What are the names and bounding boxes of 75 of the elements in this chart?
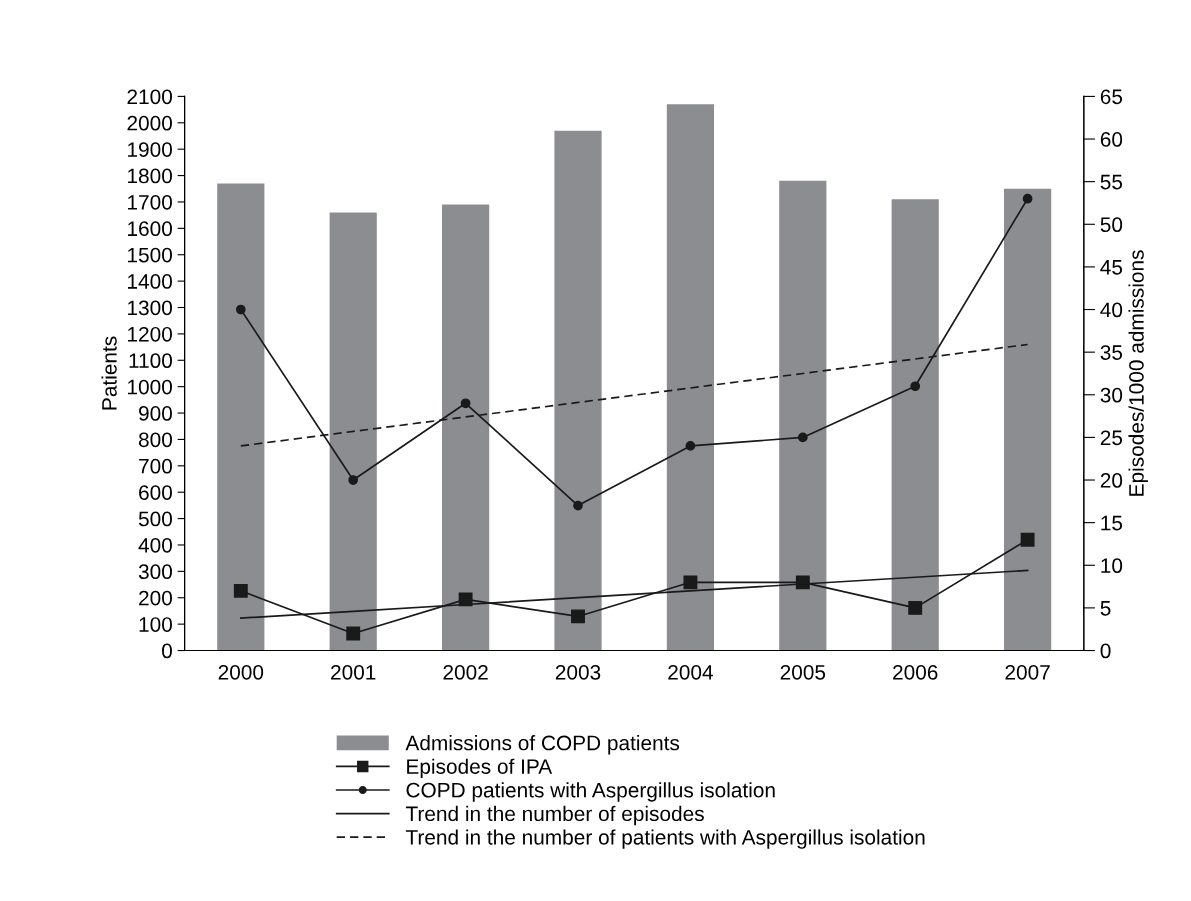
x-tick-label: 2000 [218, 664, 264, 680]
point [571, 609, 585, 624]
y-tick-label: 1100 [129, 353, 172, 369]
legend-label: Episodes of IPA [407, 758, 553, 779]
point [346, 626, 361, 641]
y-tick-label: 200 [139, 590, 172, 606]
y2-tick-label: 65 [1100, 89, 1123, 105]
y-tick-label: 800 [138, 432, 172, 448]
bar [1004, 188, 1052, 651]
y2-tick-label: 30 [1100, 387, 1123, 403]
legend-label: Trend in the number of episodes [405, 805, 704, 826]
y-tick-label: 900 [139, 406, 172, 421]
x-tick-label: 2003 [555, 664, 601, 680]
y2-tick-label: 50 [1100, 217, 1123, 233]
legend-label: COPD patients with Aspergillus isolation [406, 782, 775, 802]
y-tick-label: 1200 [128, 326, 172, 342]
legend-label: Trend in the number of patients with Aspergillus isolation [405, 829, 925, 849]
point [683, 575, 698, 590]
y-tick-label: 500 [138, 511, 172, 527]
bar [554, 130, 602, 651]
y-tick-label: 300 [138, 564, 172, 580]
point [908, 600, 923, 615]
point [685, 441, 696, 451]
y2-axis-title: Episodes/1000 admissions [1128, 250, 1148, 496]
y-tick-label: 1900 [128, 142, 172, 157]
bar [779, 180, 827, 651]
point [233, 583, 248, 598]
x-tick-label: 2007 [1005, 664, 1050, 680]
point [460, 398, 471, 409]
y-tick-label: 2100 [127, 89, 172, 105]
y2-tick-label: 35 [1100, 345, 1123, 360]
point [1020, 532, 1035, 547]
point [458, 592, 473, 607]
x-tick-label: 2005 [780, 664, 826, 680]
point [348, 475, 359, 485]
y-tick-label: 1000 [128, 379, 172, 395]
bar [329, 212, 377, 651]
y-tick-label: 600 [139, 485, 172, 500]
y-tick-label: 2000 [127, 115, 172, 131]
y2-tick-label: 40 [1100, 302, 1123, 318]
point [573, 500, 583, 511]
bar [442, 204, 490, 651]
y-tick-label: 700 [139, 458, 172, 474]
y-tick-label: 100 [139, 617, 172, 632]
x-tick-label: 2004 [668, 664, 713, 680]
y2-tick-label: 15 [1101, 515, 1123, 531]
point [797, 432, 808, 443]
y2-tick-label: 60 [1100, 132, 1123, 147]
y-tick-label: 1500 [128, 247, 172, 263]
y-tick-label: 400 [138, 537, 172, 553]
y-tick-label: 1800 [128, 168, 172, 184]
y2-tick-label: 45 [1100, 260, 1123, 275]
y-tick-label: 1700 [128, 194, 172, 210]
y2-tick-label: 20 [1100, 473, 1123, 488]
legend-label: Admissions of COPD patients [405, 735, 680, 755]
y2-tick-label: 5 [1100, 601, 1111, 616]
bar [217, 183, 265, 651]
point [1022, 193, 1033, 204]
y2-tick-label: 10 [1101, 558, 1123, 574]
y-tick-label: 1300 [128, 300, 172, 316]
x-tick-label: 2006 [893, 664, 938, 680]
y2-tick-label: 0 [1100, 643, 1111, 659]
point [235, 304, 246, 315]
y2-tick-label: 55 [1100, 174, 1123, 190]
y-tick-label: 0 [162, 643, 172, 659]
bar [666, 104, 715, 651]
y2-tick-label: 25 [1100, 430, 1123, 446]
y-tick-label: 1600 [128, 221, 172, 237]
point [795, 575, 810, 590]
x-tick-label: 2002 [443, 664, 488, 680]
y-tick-label: 1400 [128, 274, 172, 289]
x-tick-label: 2001 [331, 664, 376, 680]
y-axis-title: Patients [101, 336, 117, 410]
point [910, 381, 921, 392]
bar [891, 199, 939, 651]
